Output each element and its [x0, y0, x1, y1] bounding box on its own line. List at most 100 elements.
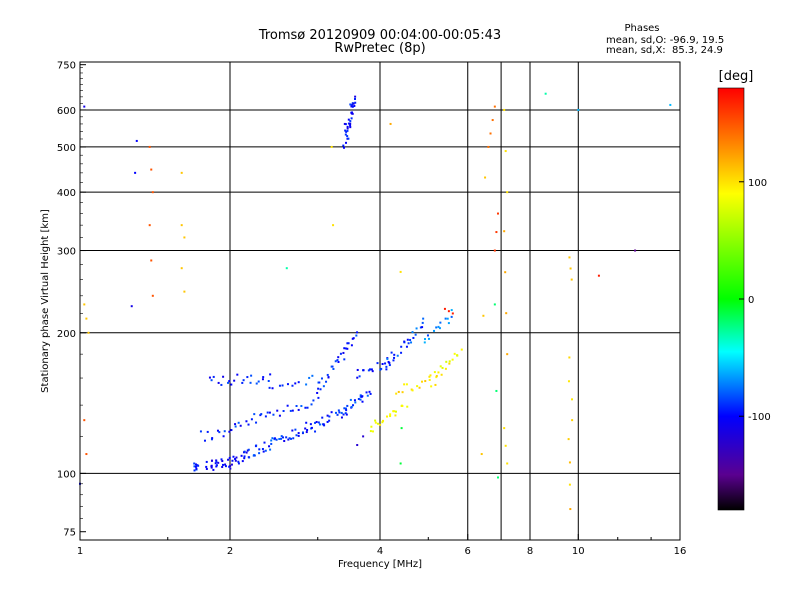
- data-point: [264, 449, 267, 452]
- data-point: [278, 384, 281, 387]
- data-point: [344, 407, 347, 410]
- data-point: [429, 374, 432, 377]
- data-point: [323, 424, 326, 427]
- data-point: [634, 249, 637, 252]
- data-point: [269, 373, 272, 376]
- data-point: [268, 445, 271, 448]
- data-point: [294, 428, 297, 431]
- data-point: [346, 129, 349, 132]
- data-point: [211, 437, 214, 440]
- x-tick-label: 8: [527, 546, 533, 557]
- data-point: [206, 430, 209, 433]
- data-point: [227, 381, 230, 384]
- data-point: [180, 224, 183, 227]
- data-point: [316, 391, 319, 394]
- data-point: [183, 236, 186, 239]
- data-point: [569, 267, 572, 270]
- data-point: [291, 429, 294, 432]
- data-point: [439, 321, 442, 324]
- x-tick-label: 4: [377, 546, 383, 557]
- data-point: [352, 337, 355, 340]
- data-point: [148, 145, 151, 148]
- data-point: [356, 331, 359, 334]
- data-point: [246, 376, 249, 379]
- data-point: [180, 171, 183, 174]
- data-point: [312, 399, 315, 402]
- data-point: [242, 379, 245, 382]
- data-point: [231, 459, 234, 462]
- data-point: [354, 95, 357, 98]
- data-point: [83, 303, 86, 306]
- data-point: [328, 419, 331, 422]
- data-point: [353, 97, 356, 100]
- data-point: [216, 429, 219, 432]
- data-point: [194, 463, 197, 466]
- data-point: [227, 458, 230, 461]
- data-point: [503, 427, 506, 430]
- data-point: [349, 124, 352, 127]
- data-point: [355, 334, 358, 337]
- data-point: [83, 419, 86, 422]
- data-point: [83, 105, 86, 108]
- data-point: [403, 383, 406, 386]
- data-point: [409, 338, 412, 341]
- data-point: [328, 415, 331, 418]
- data-point: [237, 462, 240, 465]
- data-point: [370, 425, 373, 428]
- y-tick-label: 500: [57, 143, 76, 154]
- data-point: [261, 378, 264, 381]
- data-point: [438, 327, 441, 330]
- data-point: [222, 375, 225, 378]
- data-point: [345, 141, 348, 144]
- data-point: [493, 303, 496, 306]
- data-point: [568, 256, 571, 259]
- data-point: [369, 430, 372, 433]
- data-point: [234, 423, 237, 426]
- data-point: [347, 342, 350, 345]
- data-point: [439, 365, 442, 368]
- data-point: [247, 448, 250, 451]
- data-point: [262, 376, 265, 379]
- data-point: [278, 437, 281, 440]
- data-point: [215, 459, 218, 462]
- data-point: [495, 231, 498, 234]
- data-point: [267, 379, 270, 382]
- data-point: [217, 461, 220, 464]
- data-point: [396, 354, 399, 357]
- data-point: [320, 377, 323, 380]
- data-point: [266, 411, 269, 414]
- data-point: [250, 418, 253, 421]
- data-point: [440, 373, 443, 376]
- data-point: [344, 412, 347, 415]
- data-point: [229, 467, 232, 470]
- data-point: [350, 344, 353, 347]
- data-point: [270, 439, 273, 442]
- data-point: [309, 423, 312, 426]
- data-point: [347, 118, 350, 121]
- data-point: [148, 224, 151, 227]
- data-point: [350, 105, 353, 108]
- data-point: [210, 438, 213, 441]
- data-point: [318, 381, 321, 384]
- data-point: [210, 466, 213, 469]
- data-point: [221, 465, 224, 468]
- data-point: [356, 368, 359, 371]
- data-point: [304, 406, 307, 409]
- data-point: [250, 374, 253, 377]
- data-point: [347, 137, 350, 140]
- data-point: [150, 259, 153, 262]
- data-point: [376, 362, 379, 365]
- data-point: [294, 382, 297, 385]
- data-point: [430, 385, 433, 388]
- data-point: [257, 380, 260, 383]
- data-point: [345, 130, 348, 133]
- data-point: [343, 122, 346, 125]
- data-point: [450, 309, 453, 312]
- data-point: [273, 437, 276, 440]
- data-point: [319, 388, 322, 391]
- data-point: [342, 351, 345, 354]
- chart-subtitle: RwPretec (8p): [334, 41, 425, 56]
- data-point: [506, 462, 509, 465]
- data-point: [332, 224, 335, 227]
